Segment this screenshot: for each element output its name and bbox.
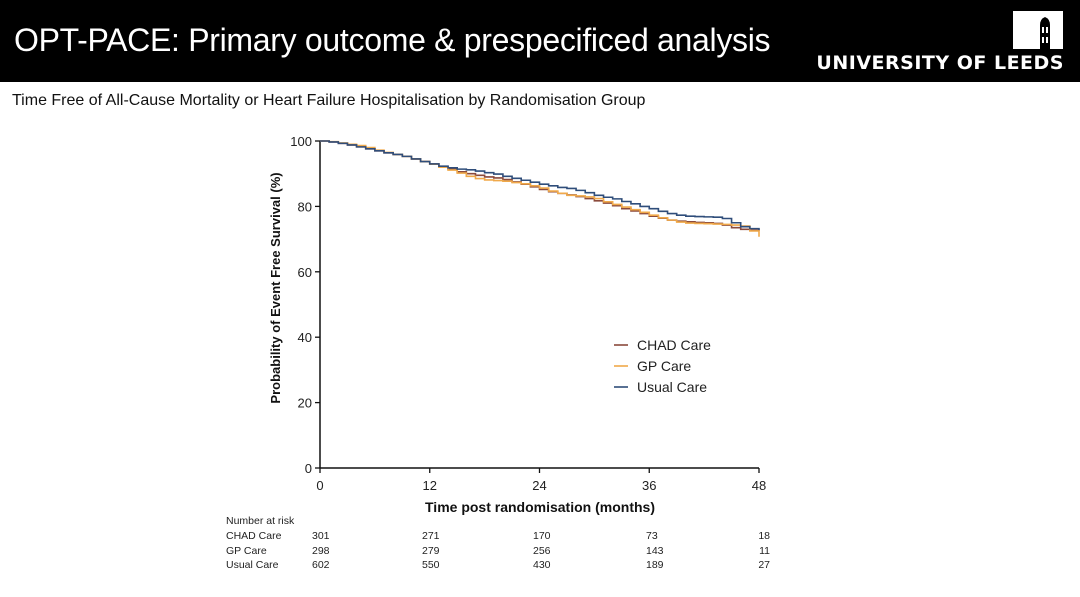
risk-cell: 602 (312, 559, 330, 571)
series-line-usual-care (320, 140, 760, 230)
legend-label: Usual Care (637, 379, 707, 395)
y-axis-label: Probability of Event Free Survival (%) (268, 172, 283, 403)
risk-cell: 279 (422, 544, 440, 557)
risk-cell: 301 (312, 530, 330, 542)
risk-cell: 170 (533, 530, 551, 542)
x-tick-label: 24 (532, 478, 546, 493)
x-tick-label: 48 (752, 478, 766, 493)
y-tick-label: 20 (298, 396, 312, 411)
risk-cell: 189 (646, 559, 664, 571)
risk-cell: 27 (758, 559, 770, 571)
legend-label: GP Care (637, 358, 691, 374)
y-tick-label: 100 (290, 134, 312, 149)
risk-cell: 143 (646, 544, 664, 557)
risk-row-label: Usual Care (226, 559, 279, 571)
leeds-tower-logo-icon (1013, 11, 1063, 49)
risk-cell: 73 (646, 530, 658, 542)
legend-label: CHAD Care (637, 337, 711, 353)
y-tick-label: 40 (298, 330, 312, 345)
risk-cell: 550 (422, 559, 440, 571)
y-tick-label: 0 (305, 461, 312, 476)
x-tick-label: 0 (316, 478, 323, 493)
risk-table-title: Number at risk (226, 515, 295, 527)
y-tick-label: 60 (298, 265, 312, 280)
y-tick-label: 80 (298, 199, 312, 214)
risk-cell: 430 (533, 559, 551, 571)
university-name: UNIVERSITY OF LEEDS (816, 52, 1064, 74)
risk-cell: 298 (312, 544, 330, 557)
legend: CHAD Care GP Care Usual Care (614, 337, 711, 395)
risk-cell: 271 (422, 530, 440, 542)
x-axis-label: Time post randomisation (months) (425, 499, 655, 515)
x-tick-label: 12 (423, 478, 437, 493)
risk-cell: 256 (533, 544, 551, 557)
slide-header: OPT-PACE: Primary outcome & prespecifice… (0, 0, 1080, 82)
risk-cell: 18 (758, 530, 770, 542)
series-lines (320, 140, 760, 237)
axes: 0 20 40 60 80 100 0 12 24 36 48 (290, 134, 766, 493)
chart-subtitle: Time Free of All-Cause Mortality or Hear… (12, 92, 646, 109)
risk-row-label: GP Care (226, 544, 267, 557)
risk-row-label: CHAD Care (226, 530, 282, 542)
slide-title: OPT-PACE: Primary outcome & prespecifice… (14, 22, 771, 58)
x-tick-label: 36 (642, 478, 656, 493)
risk-cell: 11 (759, 544, 770, 557)
